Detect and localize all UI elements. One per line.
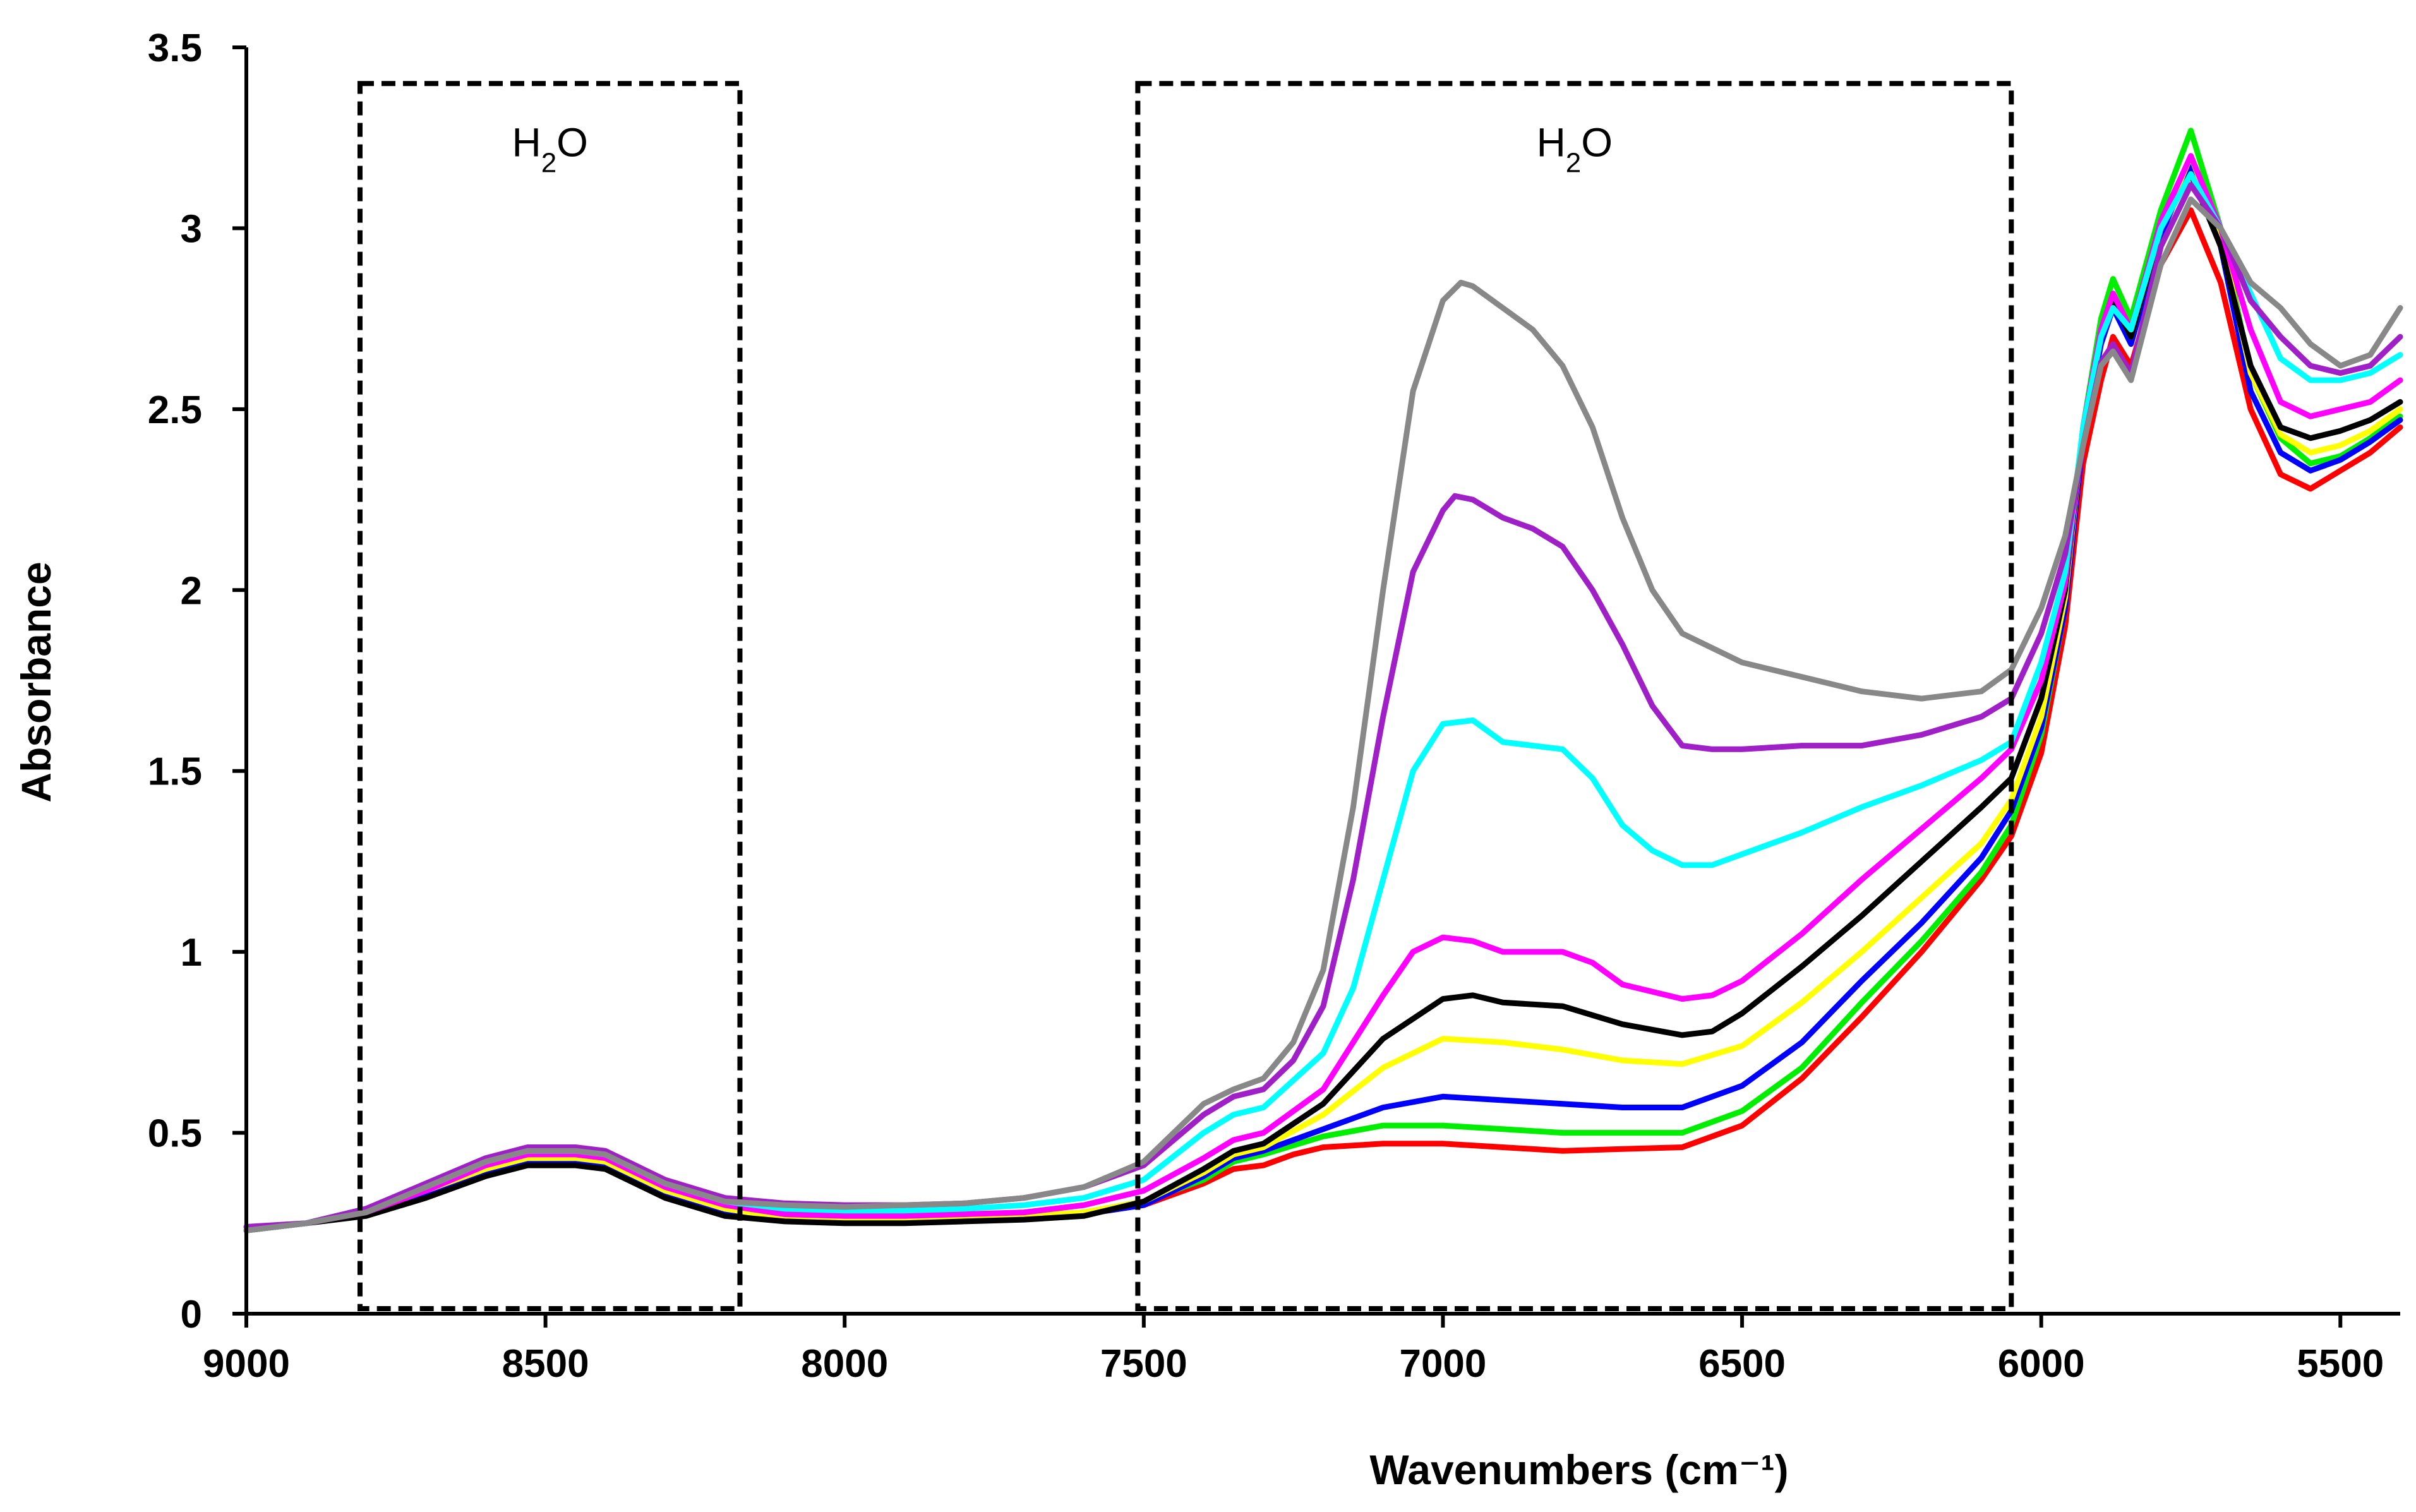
region-label-2: H2O	[1537, 119, 1613, 177]
region-label-subscript: 2	[541, 147, 556, 178]
region-label-main: H	[1537, 119, 1566, 165]
y-tick-label: 2	[181, 569, 202, 613]
series-layer	[243, 128, 2403, 1233]
series-line-red	[243, 207, 2403, 1233]
x-tick-label: 5500	[2297, 1342, 2384, 1386]
y-tick-label: 3.5	[148, 27, 202, 70]
series-line-yellow	[243, 153, 2403, 1233]
x-tick-label: 7000	[1399, 1342, 1486, 1386]
x-tick-label: 6500	[1698, 1342, 1786, 1386]
region-label-tail: O	[556, 119, 588, 165]
y-tick-label: 1.5	[148, 750, 202, 794]
series-line-blue	[243, 160, 2403, 1233]
y-tick-label: 0	[181, 1293, 202, 1336]
y-tick-label: 1	[181, 931, 202, 975]
series-line-gray	[243, 196, 2403, 1233]
axis-layer: 0 0.5 1 1.5 2 2.5 3 3.5 9000 8500 8000 7500 7000 6500…	[148, 27, 2400, 1386]
y-tick-label: 0.5	[148, 1112, 202, 1156]
series-line-green	[243, 128, 2403, 1233]
y-tick-label: 2.5	[148, 388, 202, 432]
x-tick-label: 6000	[1998, 1342, 2085, 1386]
region-box-1	[357, 81, 743, 1311]
region-label-tail: O	[1581, 119, 1613, 165]
region-box-2	[1135, 81, 2014, 1311]
series-line-purple	[243, 182, 2403, 1230]
region-label-main: H	[512, 119, 541, 165]
series-line-cyan	[243, 171, 2403, 1233]
region-label-subscript: 2	[1566, 147, 1581, 178]
series-line-black	[243, 171, 2403, 1233]
series-line-magenta	[243, 153, 2403, 1233]
x-tick-label: 8500	[502, 1342, 589, 1386]
y-axis-title: Absorbance	[13, 561, 59, 802]
region-label-1: H2O	[512, 119, 587, 177]
x-tick-label: 7500	[1100, 1342, 1187, 1386]
x-axis-title: Wavenumbers (cm⁻¹)	[1369, 1446, 1788, 1493]
y-tick-label: 3	[181, 207, 202, 251]
x-tick-label: 9000	[203, 1342, 290, 1386]
x-tick-label: 8000	[801, 1342, 888, 1386]
region-layer: H2O H2O	[357, 81, 2014, 1311]
